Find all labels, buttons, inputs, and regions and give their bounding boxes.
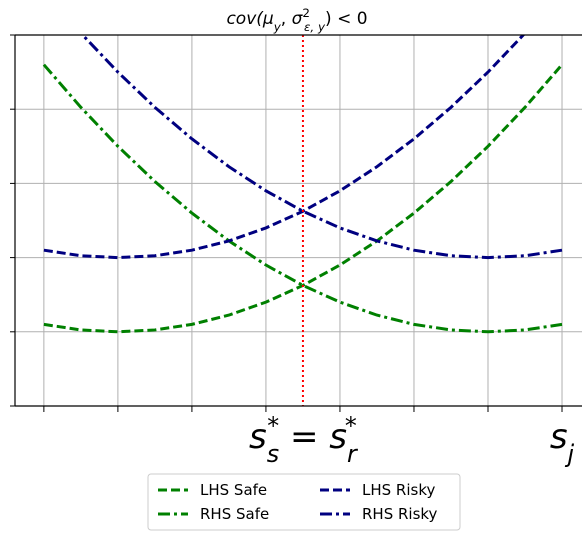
series-line: [42, 63, 563, 334]
text-part: 2: [302, 6, 310, 20]
text-part: σ: [292, 9, 304, 29]
legend-label: RHS Risky: [362, 505, 438, 523]
rich-text: cov(μy, σ2 ε, y) < 0: [226, 6, 367, 34]
rich-text: sj: [550, 417, 575, 468]
text-part: *: [345, 412, 357, 440]
legend-box: [147, 473, 461, 531]
text-part: =: [279, 417, 329, 457]
series-line: [43, 35, 526, 260]
legend-label: LHS Risky: [362, 481, 435, 499]
text-part: y: [273, 20, 282, 34]
series-line: [80, 35, 563, 260]
text-part: s: [550, 417, 568, 457]
text-part: ) < 0: [325, 9, 368, 29]
text-part: μ: [262, 9, 274, 29]
text-part: r: [347, 440, 359, 468]
rich-text: ss* = sr*: [249, 412, 359, 468]
text-part: cov(: [226, 9, 264, 29]
text-part: s: [267, 440, 279, 468]
text-part: j: [565, 440, 575, 468]
legend-label: RHS Safe: [200, 505, 269, 523]
text-part: s: [329, 417, 347, 457]
text-part: s: [249, 417, 267, 457]
text-part: ε, y: [304, 20, 326, 34]
text-part: ,: [281, 9, 292, 29]
legend-label: LHS Safe: [200, 481, 267, 499]
text-part: *: [267, 412, 279, 440]
